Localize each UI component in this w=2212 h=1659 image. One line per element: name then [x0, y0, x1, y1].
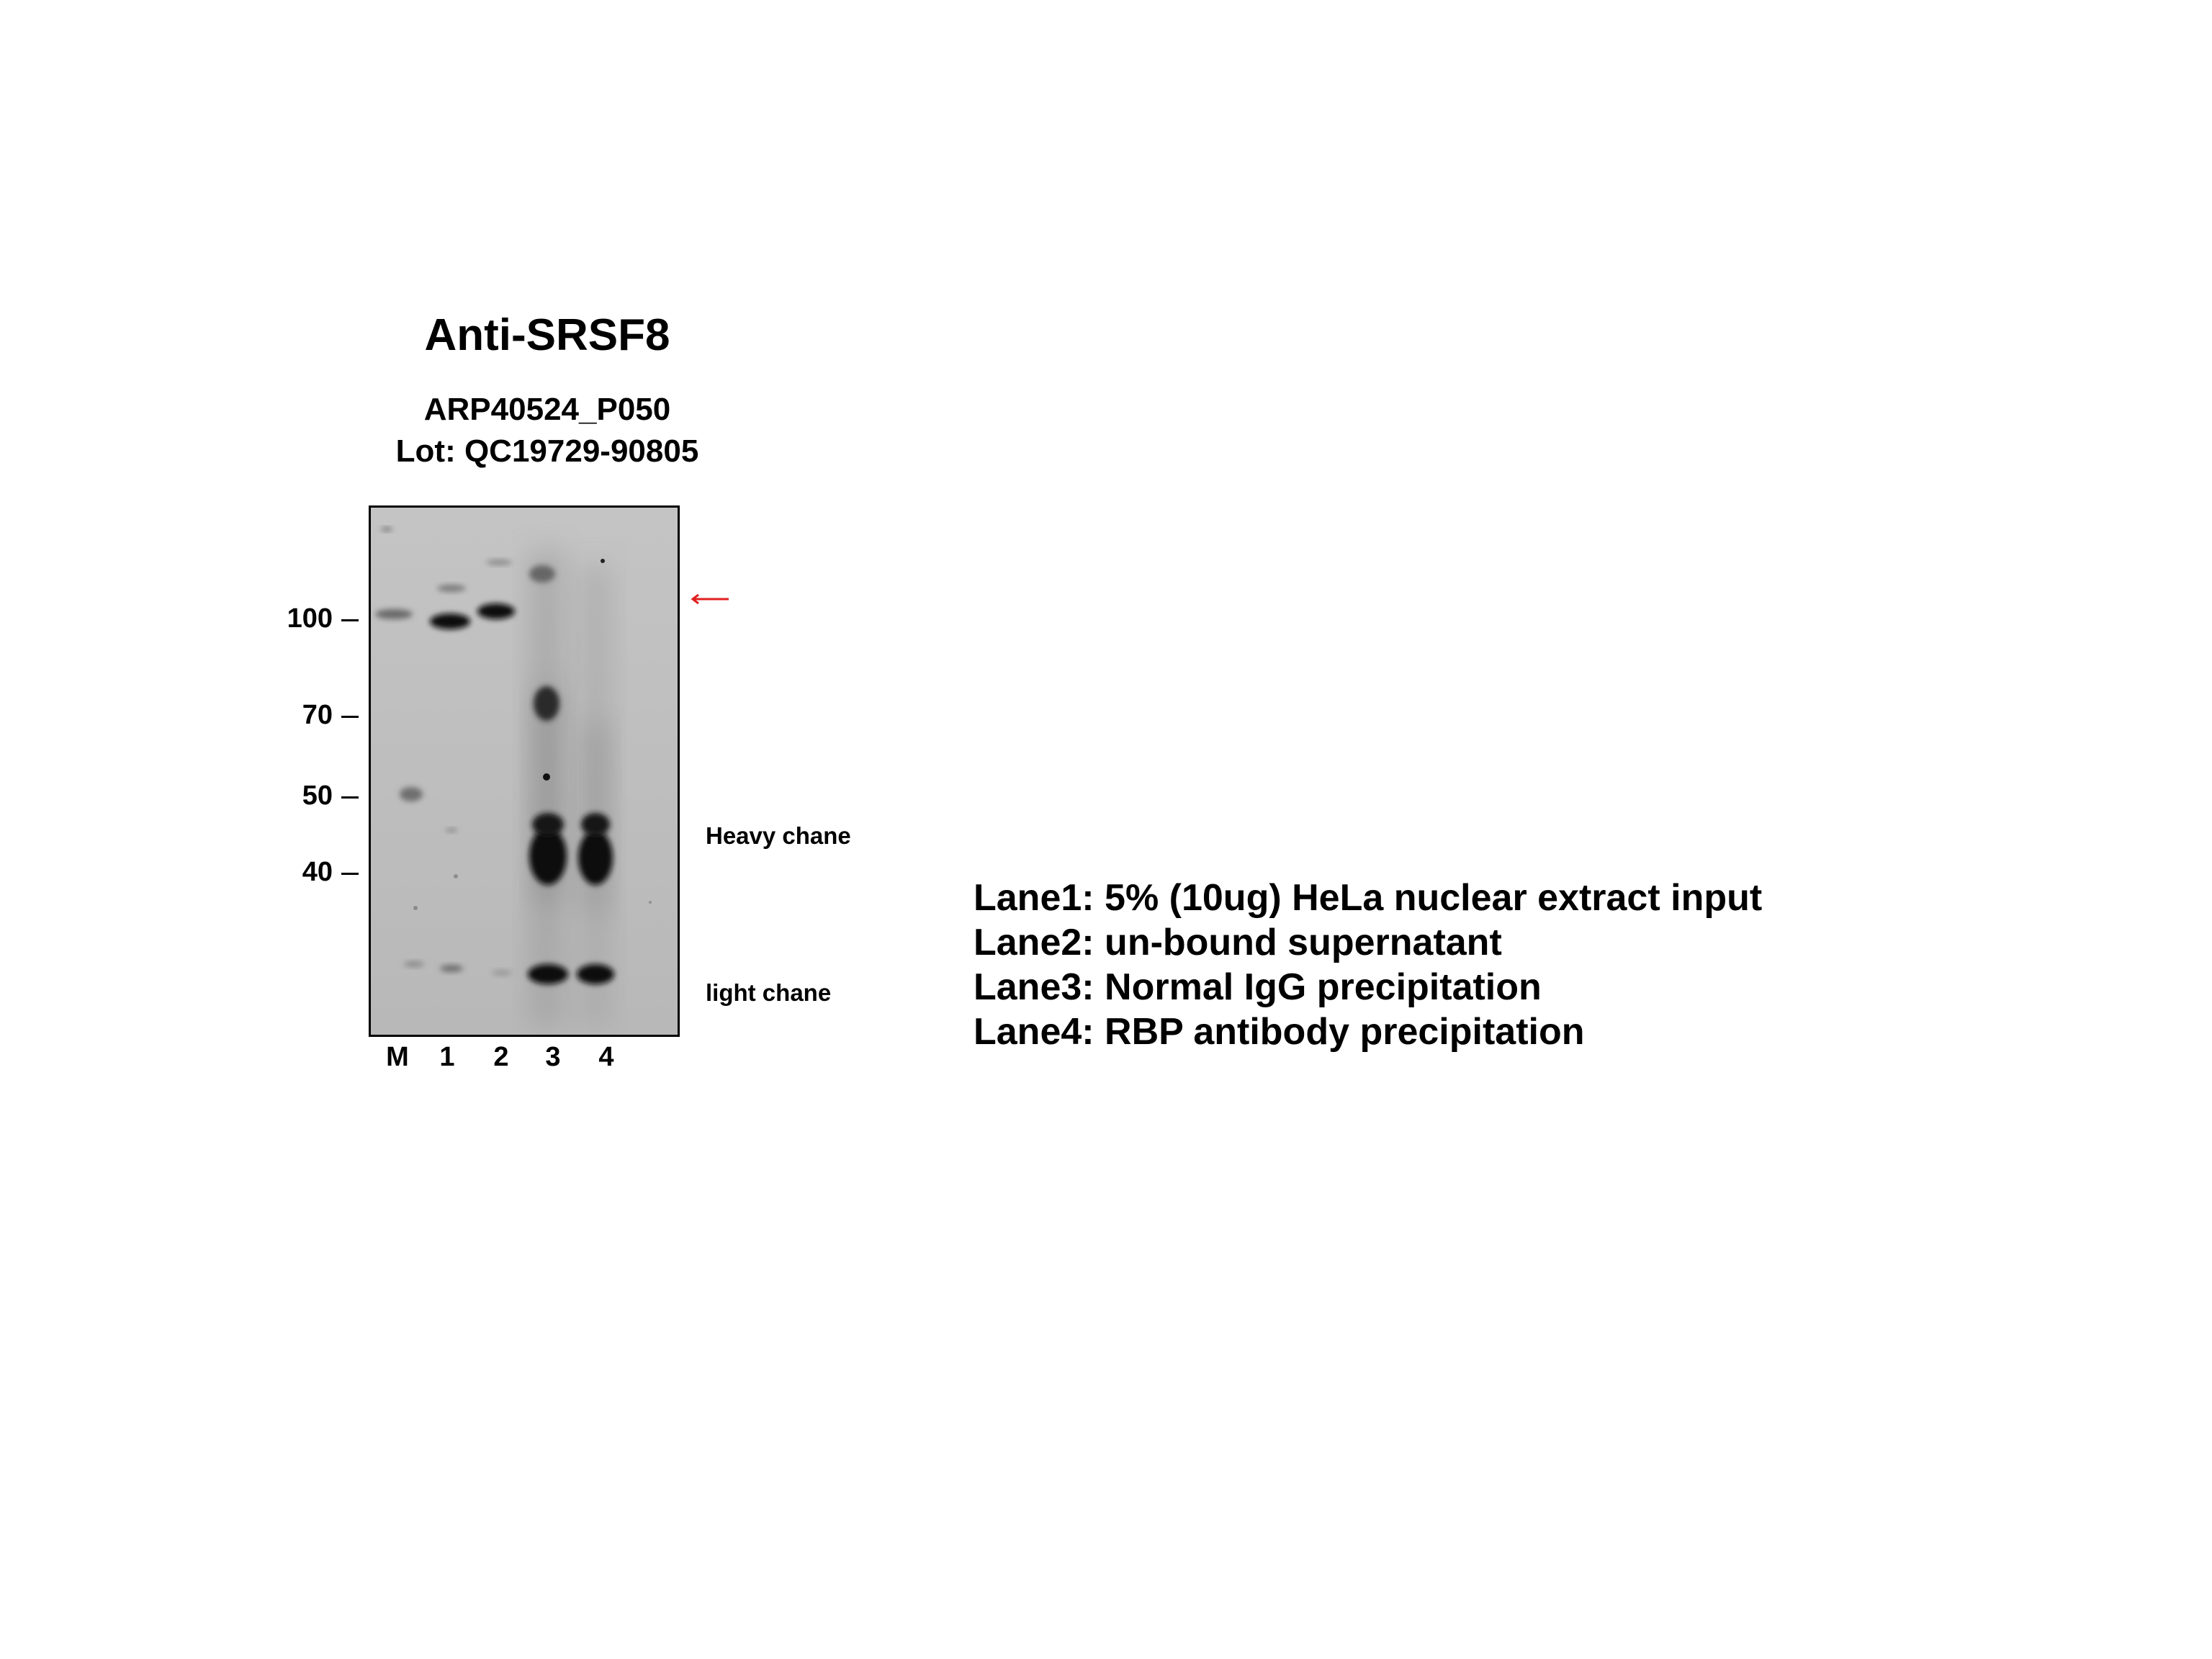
mw-label-70: 70	[302, 700, 333, 730]
western-blot-image	[369, 505, 680, 1037]
mw-label-100: 100	[287, 603, 333, 634]
lane-label-2: 2	[493, 1042, 509, 1072]
lot-number: Lot: QC19729-90805	[395, 433, 699, 469]
legend-lane-2: Lane2: un-bound supernatant	[974, 922, 1502, 963]
mw-tick-100	[341, 619, 359, 621]
mw-tick-70	[341, 716, 359, 718]
legend-lane-4: Lane4: RBP antibody precipitation	[974, 1011, 1585, 1053]
heavy-chain-label: Heavy chane	[706, 822, 851, 849]
legend-lane-3: Lane3: Normal IgG precipitation	[974, 966, 1542, 1008]
lane-legend: Lane1: 5% (10ug) HeLa nuclear extract in…	[974, 876, 1762, 1054]
light-chain-label: light chane	[706, 979, 832, 1006]
target-band-arrow-icon	[690, 590, 730, 611]
lane-label-marker: M	[386, 1042, 409, 1072]
figure-title: Anti-SRSF8	[424, 310, 670, 360]
mw-label-40: 40	[302, 857, 333, 887]
product-code: ARP40524_P050	[423, 392, 671, 427]
legend-lane-1: Lane1: 5% (10ug) HeLa nuclear extract in…	[974, 877, 1763, 919]
lane-label-1: 1	[439, 1042, 455, 1072]
mw-tick-50	[341, 796, 359, 799]
lane-label-4: 4	[598, 1042, 614, 1072]
mw-tick-40	[341, 873, 359, 875]
lane-label-3: 3	[545, 1042, 561, 1072]
mw-label-50: 50	[302, 781, 333, 811]
